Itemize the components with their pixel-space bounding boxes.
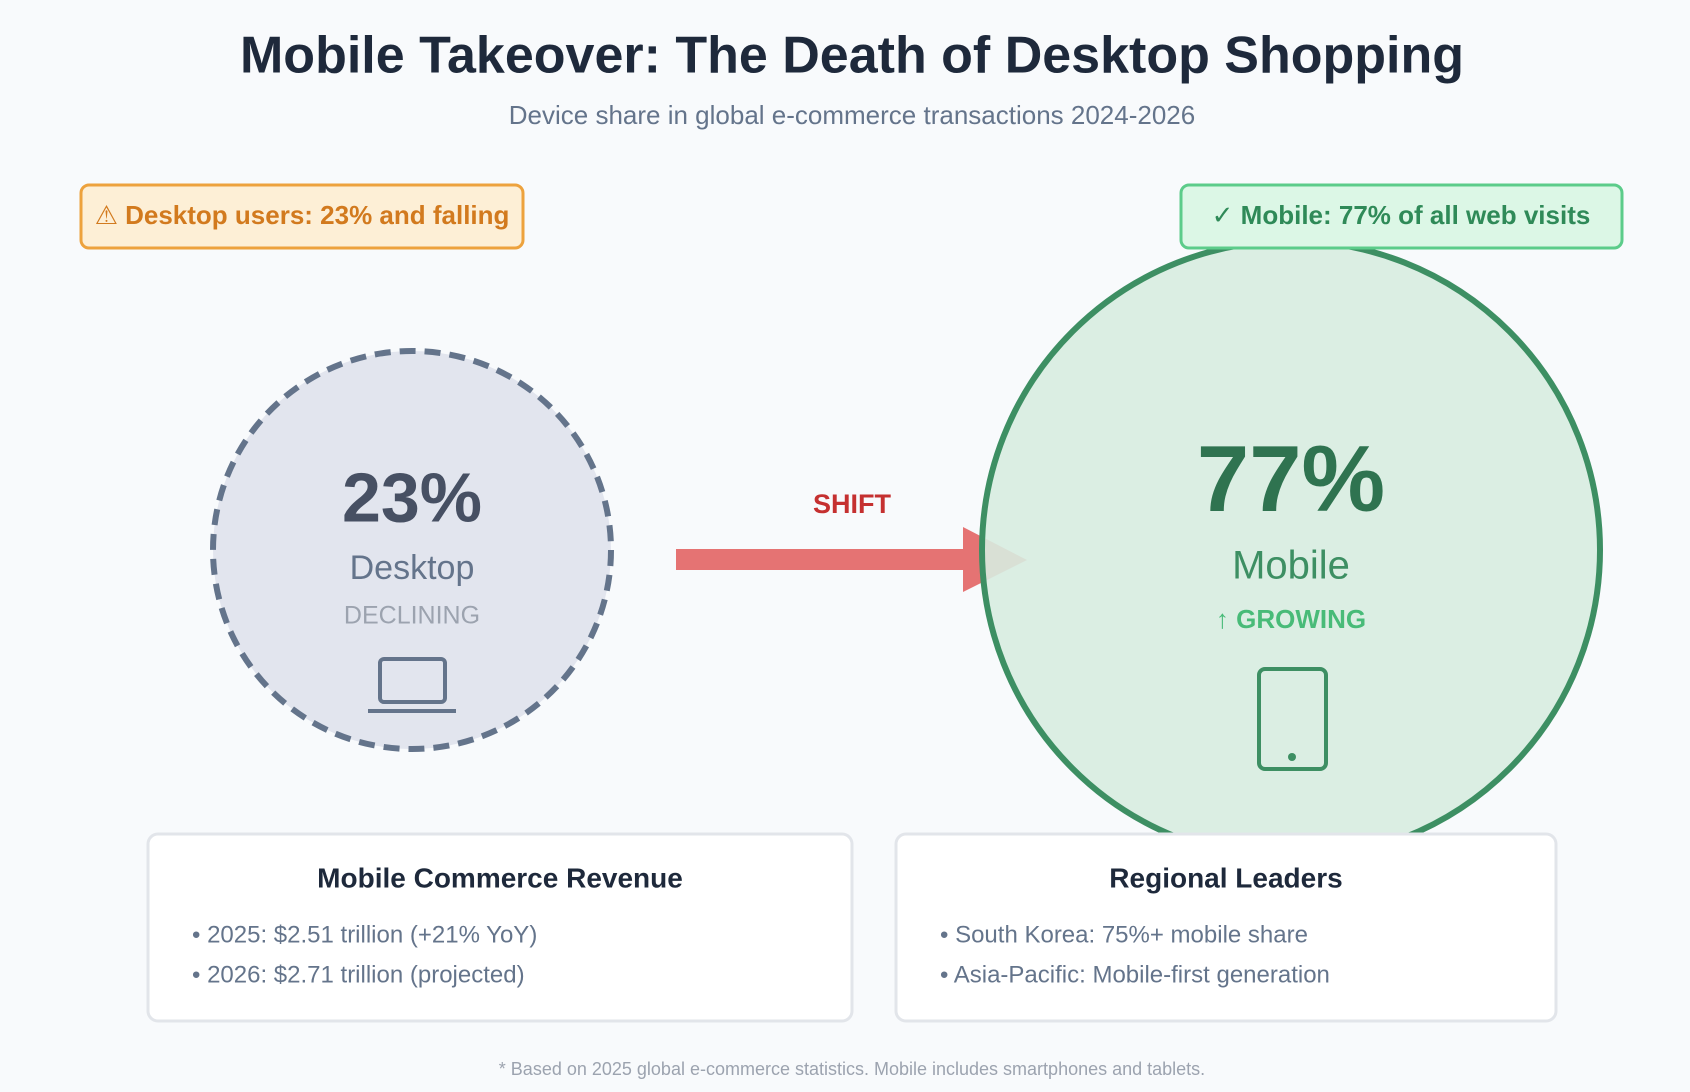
mobile-badge-text: ✓ Mobile: 77% of all web visits xyxy=(1212,200,1591,230)
footnote: * Based on 2025 global e-commerce statis… xyxy=(499,1059,1205,1079)
mobile-share: 77% xyxy=(1197,426,1385,531)
desktop-badge xyxy=(79,183,525,250)
desktop-status: DECLINING xyxy=(344,602,480,630)
laptop-icon xyxy=(368,657,456,713)
card-item: • Asia-Pacific: Mobile-first generation xyxy=(940,961,1330,988)
card xyxy=(146,832,854,1023)
desktop-circle xyxy=(210,348,614,752)
card xyxy=(894,832,1558,1023)
mobile-badge xyxy=(1179,183,1624,250)
card-item: • South Korea: 75%+ mobile share xyxy=(940,921,1308,948)
phone-icon xyxy=(1257,667,1328,771)
mobile-status: ↑ GROWING xyxy=(1216,604,1366,634)
title: Mobile Takeover: The Death of Desktop Sh… xyxy=(240,27,1464,85)
card-title: Mobile Commerce Revenue xyxy=(317,862,683,893)
subtitle: Device share in global e-commerce transa… xyxy=(509,100,1195,130)
desktop-share: 23% xyxy=(342,458,482,536)
arrow-label: SHIFT xyxy=(813,489,892,519)
card-item: • 2025: $2.51 trillion (+21% YoY) xyxy=(192,921,537,948)
mobile-label: Mobile xyxy=(1232,544,1350,588)
card-item: • 2026: $2.71 trillion (projected) xyxy=(192,961,525,988)
desktop-badge-text: ⚠ Desktop users: 23% and falling xyxy=(95,200,510,230)
desktop-label: Desktop xyxy=(350,549,475,587)
card-title: Regional Leaders xyxy=(1109,862,1342,893)
